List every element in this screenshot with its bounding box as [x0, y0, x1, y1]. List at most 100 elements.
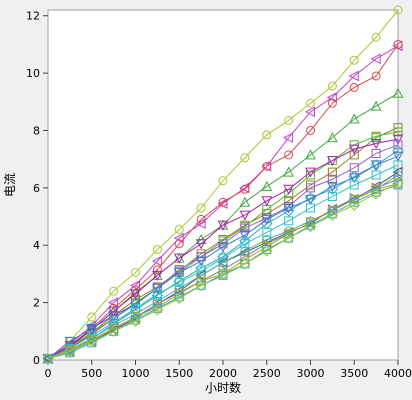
data-point [349, 55, 359, 65]
data-point [393, 39, 403, 49]
data-point [371, 131, 381, 141]
y-tick-label: 4 [33, 239, 40, 252]
data-point [174, 224, 184, 234]
data-point [283, 203, 294, 214]
data-point [327, 156, 338, 167]
data-point [195, 239, 207, 250]
data-point [348, 144, 360, 155]
data-point [152, 283, 163, 294]
series-10 [42, 151, 404, 365]
data-point [371, 71, 381, 81]
data-point [327, 81, 337, 91]
data-point [86, 323, 98, 335]
data-point [392, 151, 404, 162]
data-point [349, 180, 359, 190]
series-17 [42, 177, 404, 365]
data-point [152, 289, 162, 299]
data-point [306, 98, 315, 108]
data-point [173, 292, 185, 305]
data-point [86, 335, 98, 348]
data-point [392, 177, 404, 190]
data-point [261, 180, 273, 191]
data-point [370, 53, 381, 65]
data-point [262, 161, 272, 171]
data-point [108, 311, 119, 322]
data-point [327, 174, 337, 184]
data-point [392, 87, 404, 98]
data-point [240, 184, 250, 194]
y-axis-label: 电流 [3, 173, 17, 197]
series-line [47, 9, 399, 359]
x-tick-label: 1500 [165, 367, 193, 380]
data-point [174, 278, 184, 288]
data-point [349, 197, 359, 207]
data-point [284, 233, 294, 243]
series-3 [43, 39, 403, 364]
data-point [306, 183, 315, 193]
data-point [371, 148, 381, 158]
data-point [371, 170, 381, 180]
data-point [152, 265, 162, 275]
data-point [196, 203, 206, 213]
series-line [47, 45, 399, 359]
x-tick-label: 4000 [384, 367, 412, 380]
x-axis-label: 小时数 [205, 380, 241, 395]
data-point [239, 258, 251, 270]
data-point [239, 230, 251, 241]
data-point [151, 304, 164, 316]
data-point [304, 220, 317, 233]
data-point [173, 253, 185, 264]
data-point [283, 166, 294, 177]
data-point [392, 134, 404, 145]
y-tick-label: 6 [33, 182, 40, 195]
x-tick-label: 2000 [209, 367, 237, 380]
data-point [152, 270, 163, 281]
data-point [327, 132, 338, 143]
x-tick-label: 3500 [340, 367, 368, 380]
data-point [282, 232, 295, 244]
data-point [304, 106, 315, 118]
data-point [109, 286, 119, 296]
y-tick-label: 10 [26, 67, 40, 80]
data-point [218, 176, 228, 186]
data-point [305, 149, 316, 160]
data-point [348, 199, 360, 211]
data-point [240, 223, 250, 233]
data-point [393, 127, 403, 137]
data-point [283, 132, 294, 143]
data-point [305, 194, 316, 205]
data-point [393, 5, 403, 15]
data-point [262, 130, 272, 140]
data-point [109, 326, 119, 336]
data-point [305, 167, 316, 178]
data-point [152, 245, 162, 255]
x-tick-label: 0 [45, 367, 52, 380]
data-point [283, 184, 294, 195]
data-point [64, 336, 76, 347]
x-tick-label: 500 [81, 367, 102, 380]
data-point [349, 150, 359, 160]
data-point [196, 280, 206, 290]
series-line [47, 144, 399, 360]
series-line [47, 138, 399, 360]
data-point [218, 197, 228, 207]
data-point [371, 32, 381, 42]
data-point [326, 92, 337, 103]
data-point [349, 82, 359, 92]
data-point [262, 213, 272, 223]
x-tick-label: 1000 [122, 367, 150, 380]
data-point [261, 245, 273, 257]
data-point [348, 113, 360, 124]
data-point [284, 216, 294, 226]
data-point [370, 160, 382, 171]
data-point [107, 325, 120, 338]
data-point [393, 140, 403, 150]
data-point [392, 166, 403, 178]
data-point [195, 279, 207, 292]
data-point [130, 289, 141, 300]
data-point [240, 239, 250, 249]
data-point [326, 209, 339, 221]
data-point [392, 144, 404, 157]
series-line [47, 150, 399, 360]
